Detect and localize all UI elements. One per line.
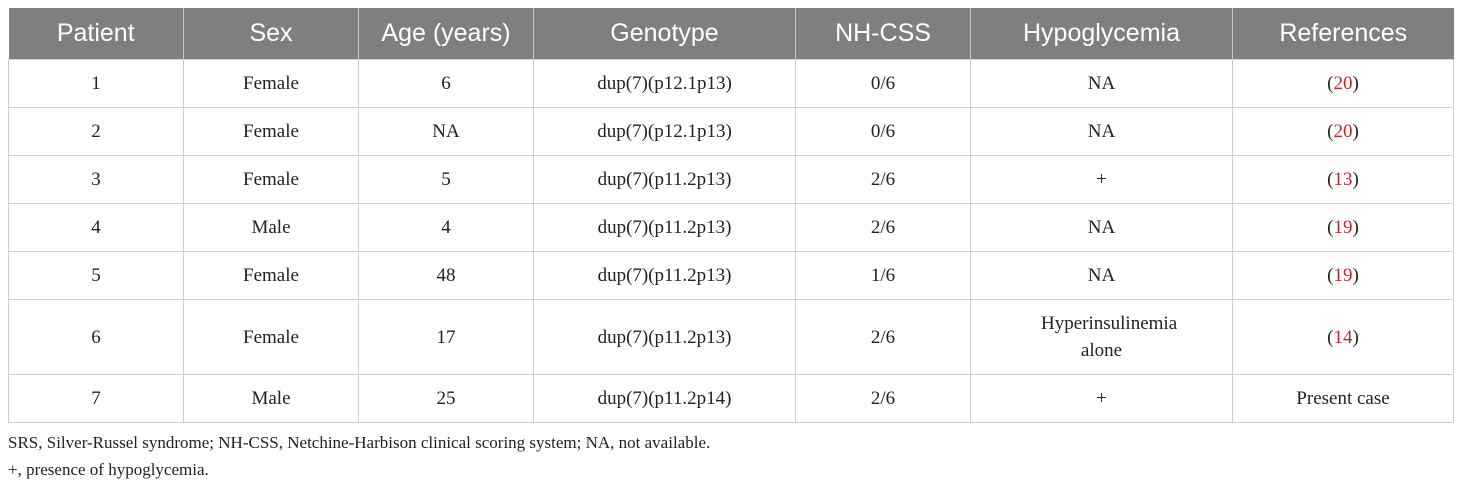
cell-genotype: dup(7)(p12.1p13) — [533, 59, 796, 108]
cell-sex: Female — [183, 59, 359, 108]
cell-genotype: dup(7)(p11.2p13) — [533, 155, 796, 204]
cell-reference: (14) — [1232, 299, 1454, 375]
cell-nhcss: 2/6 — [795, 203, 971, 252]
footnote-abbreviations: SRS, Silver-Russel syndrome; NH-CSS, Net… — [8, 433, 711, 452]
cell-age: 25 — [358, 374, 534, 423]
cell-sex: Male — [183, 374, 359, 423]
cell-genotype: dup(7)(p11.2p13) — [533, 251, 796, 300]
cell-nhcss: 1/6 — [795, 251, 971, 300]
cell-nhcss: 2/6 — [795, 155, 971, 204]
cell-reference: (19) — [1232, 203, 1454, 252]
cell-hypoglycemia: + — [970, 155, 1233, 204]
header-nhcss: NH-CSS — [795, 8, 971, 60]
reference-link[interactable]: 20 — [1333, 121, 1353, 142]
table-body: 1 Female 6 dup(7)(p12.1p13) 0/6 NA (20) … — [8, 59, 1454, 423]
cell-reference: (13) — [1232, 155, 1454, 204]
cell-reference: Present case — [1232, 374, 1454, 423]
cell-nhcss: 2/6 — [795, 374, 971, 423]
cell-reference: (19) — [1232, 251, 1454, 300]
cell-sex: Female — [183, 299, 359, 375]
reference-link[interactable]: 13 — [1333, 169, 1353, 190]
header-genotype: Genotype — [533, 8, 796, 60]
reference-link[interactable]: 20 — [1333, 73, 1353, 94]
cell-age: 6 — [358, 59, 534, 108]
cell-hypoglycemia: NA — [970, 251, 1233, 300]
cell-hypoglycemia: NA — [970, 203, 1233, 252]
table-header: Patient Sex Age (years) Genotype NH-CSS … — [8, 8, 1454, 60]
cell-patient: 7 — [8, 374, 184, 423]
footnote-symbol: +, presence of hypoglycemia. — [8, 460, 209, 479]
cell-age: 17 — [358, 299, 534, 375]
table-row: 5 Female 48 dup(7)(p11.2p13) 1/6 NA (19) — [8, 251, 1454, 300]
table-row: 2 Female NA dup(7)(p12.1p13) 0/6 NA (20) — [8, 107, 1454, 156]
cell-genotype: dup(7)(p11.2p14) — [533, 374, 796, 423]
cell-patient: 1 — [8, 59, 184, 108]
cell-reference: (20) — [1232, 107, 1454, 156]
data-table: Patient Sex Age (years) Genotype NH-CSS … — [8, 8, 1454, 423]
cell-sex: Male — [183, 203, 359, 252]
cell-genotype: dup(7)(p11.2p13) — [533, 203, 796, 252]
cell-nhcss: 0/6 — [795, 59, 971, 108]
table-row: 4 Male 4 dup(7)(p11.2p13) 2/6 NA (19) — [8, 203, 1454, 252]
reference-link[interactable]: 14 — [1333, 326, 1353, 348]
reference-link[interactable]: 19 — [1333, 265, 1353, 286]
header-age: Age (years) — [358, 8, 534, 60]
cell-hypoglycemia: NA — [970, 107, 1233, 156]
cell-age: 5 — [358, 155, 534, 204]
cell-sex: Female — [183, 155, 359, 204]
cell-hypoglycemia: + — [970, 374, 1233, 423]
cell-patient: 3 — [8, 155, 184, 204]
header-patient: Patient — [8, 8, 184, 60]
cell-sex: Female — [183, 251, 359, 300]
table-row: 6 Female 17 dup(7)(p11.2p13) 2/6 Hyperin… — [8, 299, 1454, 375]
header-row: Patient Sex Age (years) Genotype NH-CSS … — [8, 8, 1454, 60]
header-hypoglycemia: Hypoglycemia — [970, 8, 1233, 60]
cell-patient: 6 — [8, 299, 184, 375]
cell-nhcss: 2/6 — [795, 299, 971, 375]
header-sex: Sex — [183, 8, 359, 60]
header-references: References — [1232, 8, 1454, 60]
cell-patient: 4 — [8, 203, 184, 252]
hypoglycemia-text: Hyperinsulinemia alone — [1041, 313, 1178, 361]
cell-hypoglycemia: NA — [970, 59, 1233, 108]
cell-patient: 2 — [8, 107, 184, 156]
cell-age: 48 — [358, 251, 534, 300]
reference-link[interactable]: 19 — [1333, 217, 1353, 238]
table-row: 7 Male 25 dup(7)(p11.2p14) 2/6 + Present… — [8, 374, 1454, 423]
cell-reference: (20) — [1232, 59, 1454, 108]
cell-age: 4 — [358, 203, 534, 252]
cell-nhcss: 0/6 — [795, 107, 971, 156]
cell-patient: 5 — [8, 251, 184, 300]
table-row: 3 Female 5 dup(7)(p11.2p13) 2/6 + (13) — [8, 155, 1454, 204]
cell-age: NA — [358, 107, 534, 156]
cell-hypoglycemia: Hyperinsulinemia alone — [970, 299, 1233, 375]
cell-sex: Female — [183, 107, 359, 156]
cell-genotype: dup(7)(p12.1p13) — [533, 107, 796, 156]
table-row: 1 Female 6 dup(7)(p12.1p13) 0/6 NA (20) — [8, 59, 1454, 108]
cell-genotype: dup(7)(p11.2p13) — [533, 299, 796, 375]
